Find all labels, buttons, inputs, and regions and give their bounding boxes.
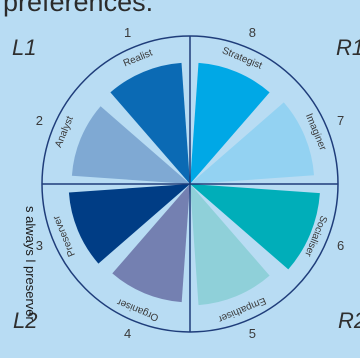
- wedge-organiser: [112, 184, 190, 303]
- wedge-empathiser: [190, 184, 270, 306]
- wedge-strategist: [190, 62, 270, 184]
- side-text: s always l preserver: [23, 206, 38, 322]
- segment-number-4: 4: [124, 326, 131, 341]
- quadrant-label-r1: R1: [336, 35, 360, 60]
- wedge-realist: [110, 62, 190, 184]
- wedge-group: [68, 62, 320, 306]
- segment-number-1: 1: [124, 25, 131, 40]
- quadrant-label-l2: L2: [13, 308, 38, 333]
- role-label-organiser: Organiser: [115, 296, 160, 323]
- wedge-analyst: [71, 106, 190, 184]
- wedge-preserver: [68, 184, 190, 264]
- segment-number-5: 5: [249, 326, 256, 341]
- segment-number-2: 2: [36, 113, 43, 128]
- segment-number-6: 6: [337, 238, 344, 253]
- wedge-imaginer: [190, 102, 314, 184]
- role-label-preserver: Preserver: [51, 213, 78, 258]
- segment-number-7: 7: [337, 113, 344, 128]
- wedge-socialiser: [190, 184, 320, 270]
- quadrant-label-r2: R2: [338, 308, 360, 333]
- role-label-strategist: Strategist: [220, 45, 263, 71]
- segment-number-8: 8: [249, 25, 256, 40]
- quadrant-label-l1: L1: [12, 35, 37, 60]
- segment-number-3: 3: [36, 238, 43, 253]
- heading-text: preferences.: [3, 0, 154, 17]
